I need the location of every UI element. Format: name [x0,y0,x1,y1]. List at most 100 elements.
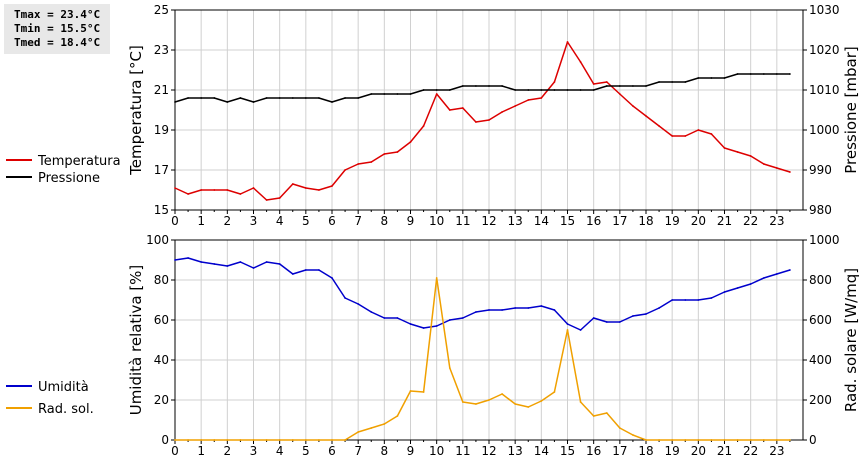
x-tick-label: 18 [638,214,653,228]
y-right-tick-label: 1030 [809,3,840,17]
data-point-umidit [749,283,752,285]
data-point-pressione [318,97,320,99]
x-tick-label: 11 [455,214,470,228]
data-point-umidit [579,329,582,331]
y-left-axis-label: Umidità relativa [%] [127,265,145,416]
data-point-rad-sol [645,439,647,441]
data-point-temperatura [213,189,216,191]
data-point-umidit [553,309,556,311]
data-point-umidit [710,297,713,299]
data-point-rad-sol [278,439,281,441]
series-line-umidit [174,257,791,331]
x-tick-label: 2 [224,444,232,458]
data-point-umidit [775,273,778,275]
x-tick-label: 4 [276,214,284,228]
data-point-rad-sol [252,439,255,441]
data-point-temperatura [396,151,399,153]
y-left-tick-label: 17 [154,163,169,177]
data-point-pressione [226,101,229,103]
legend-label-umidita: Umidità [38,380,89,395]
data-point-pressione [553,89,556,91]
legend-swatch-temperatura [6,158,32,161]
data-point-umidit [632,315,634,317]
x-tick-label: 22 [743,214,758,228]
data-point-rad-sol [488,399,490,401]
y-left-tick-label: 25 [154,3,169,17]
data-point-temperatura [239,193,242,195]
data-point-temperatura [252,187,255,189]
data-point-temperatura [265,199,268,201]
data-point-rad-sol [435,277,438,279]
x-tick-label: 13 [508,444,523,458]
data-point-rad-sol [187,439,190,441]
data-point-temperatura [684,135,687,137]
data-point-pressione [383,93,386,95]
y-right-tick-label: 1000 [809,123,840,137]
data-point-pressione [448,89,451,91]
data-point-pressione [304,97,307,99]
data-point-temperatura [579,61,582,63]
data-point-pressione [435,89,438,91]
y-right-tick-label: 0 [809,433,817,447]
data-point-rad-sol [527,406,530,408]
data-point-umidit [370,311,373,313]
x-tick-label: 8 [381,444,389,458]
data-point-umidit [475,311,477,313]
data-point-temperatura [632,105,634,107]
data-point-pressione [331,101,333,103]
data-point-pressione [671,81,674,83]
data-point-umidit [226,265,229,267]
x-tick-label: 17 [612,214,627,228]
data-point-temperatura [318,189,320,191]
data-point-rad-sol [579,401,582,403]
data-point-temperatura [775,167,778,169]
data-point-temperatura [618,93,621,95]
x-tick-label: 3 [250,444,258,458]
data-point-rad-sol [540,400,543,402]
x-tick-label: 12 [481,444,496,458]
data-point-umidit [697,299,700,301]
data-point-pressione [187,97,190,99]
x-tick-label: 14 [534,444,549,458]
data-point-pressione [265,97,268,99]
data-point-umidit [488,309,490,311]
data-point-umidit [527,307,530,309]
legend-umidita: Umidità [6,380,89,396]
data-point-temperatura [723,147,726,149]
data-point-umidit [671,299,674,301]
data-point-pressione [632,85,634,87]
legend-radsol: Rad. sol. [6,402,94,418]
data-point-rad-sol [291,439,294,441]
data-point-temperatura [200,189,203,191]
data-point-pressione [344,97,346,99]
data-point-rad-sol [553,391,556,393]
data-point-temperatura [592,83,595,85]
x-tick-label: 21 [717,214,732,228]
x-tick-label: 0 [171,444,179,458]
data-point-pressione [213,97,216,99]
data-point-rad-sol [174,439,176,441]
data-point-umidit [291,273,294,275]
data-point-rad-sol [396,415,399,417]
x-tick-label: 19 [665,214,680,228]
legend-label-radsol: Rad. sol. [38,402,94,417]
data-point-rad-sol [461,401,464,403]
chart-panel-1: 0 1 2 3 4 5 6 7 8 9 10 11 12 13 14 15 16 17 18 19 20 21 22 2302… [127,233,860,458]
data-point-rad-sol [331,439,333,441]
data-point-umidit [762,277,765,279]
data-point-temperatura [409,141,412,143]
data-point-temperatura [304,187,307,189]
stats-box: Tmax = 23.4°C Tmin = 15.5°C Tmed = 18.4°… [4,4,110,54]
data-point-umidit [435,325,438,327]
x-tick-label: 20 [691,444,706,458]
data-point-temperatura [566,41,569,43]
data-point-pressione [200,97,203,99]
data-point-pressione [278,97,281,99]
data-point-rad-sol [723,439,726,441]
data-point-rad-sol [749,439,752,441]
y-right-tick-label: 980 [809,203,832,217]
data-point-temperatura [278,197,281,199]
data-point-pressione [461,85,464,87]
data-point-umidit [448,319,451,321]
data-point-umidit [318,269,320,271]
